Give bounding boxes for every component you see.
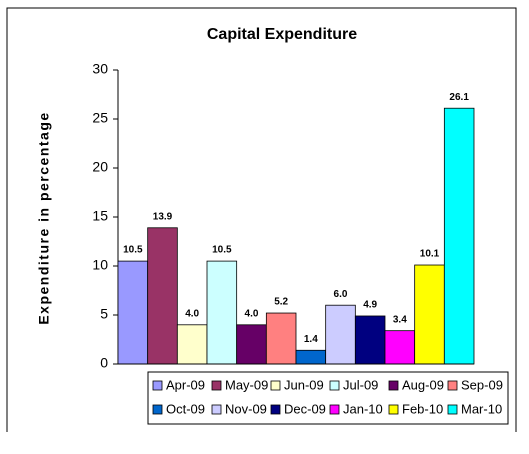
y-tick-label: 5 xyxy=(100,306,108,322)
legend-swatch xyxy=(329,380,340,391)
bar xyxy=(414,264,445,365)
legend-swatch xyxy=(270,404,281,415)
bar xyxy=(325,304,356,365)
bar xyxy=(443,107,475,365)
bar xyxy=(295,349,327,365)
y-tick-label: 0 xyxy=(100,355,108,371)
y-tick-label: 20 xyxy=(92,159,108,175)
bar xyxy=(236,324,267,365)
legend-swatch xyxy=(152,380,163,391)
legend-label: Apr-09 xyxy=(166,377,205,392)
chart-title: Capital Expenditure xyxy=(207,26,357,43)
legend-swatch xyxy=(447,380,458,391)
data-label: 5.2 xyxy=(274,297,288,308)
legend-label: Nov-09 xyxy=(225,401,267,416)
data-label: 13.9 xyxy=(153,211,173,222)
legend-swatch xyxy=(211,404,222,415)
bar xyxy=(206,260,238,365)
data-label: 4.9 xyxy=(363,300,377,311)
data-label: 4.0 xyxy=(245,308,259,319)
data-label: 26.1 xyxy=(449,92,469,103)
legend-swatch xyxy=(388,380,399,391)
legend-label: Oct-09 xyxy=(166,401,205,416)
data-label: 10.1 xyxy=(420,249,440,260)
legend-swatch xyxy=(329,404,340,415)
data-label: 3.4 xyxy=(393,314,407,325)
data-label: 10.5 xyxy=(212,245,232,256)
y-tick-label: 25 xyxy=(92,110,108,126)
legend-label: Jan-10 xyxy=(343,401,383,416)
y-axis-label: Expenditure in percentage xyxy=(36,111,52,324)
legend-swatch xyxy=(447,404,458,415)
legend-label: May-09 xyxy=(225,377,268,392)
data-label: 4.0 xyxy=(185,308,199,319)
bar xyxy=(176,324,208,365)
legend-label: Dec-09 xyxy=(284,401,326,416)
bar xyxy=(117,260,149,365)
legend-label: Sep-09 xyxy=(461,377,503,392)
legend-swatch xyxy=(152,404,163,415)
chart-frame xyxy=(6,7,517,432)
data-label: 1.4 xyxy=(304,334,318,345)
bar xyxy=(354,315,386,365)
legend-swatch xyxy=(388,404,399,415)
bar xyxy=(265,312,297,365)
legend-swatch xyxy=(270,380,281,391)
legend-label: Aug-09 xyxy=(402,377,444,392)
legend-label: Mar-10 xyxy=(461,401,502,416)
legend-label: Jul-09 xyxy=(343,377,378,392)
legend-label: Jun-09 xyxy=(284,377,324,392)
legend-swatch xyxy=(211,380,222,391)
bar xyxy=(147,227,178,365)
y-tick-label: 10 xyxy=(92,257,108,273)
y-tick-label: 15 xyxy=(92,208,108,224)
legend-label: Feb-10 xyxy=(402,401,443,416)
y-tick-label: 30 xyxy=(92,61,108,77)
data-label: 10.5 xyxy=(123,245,143,256)
data-label: 6.0 xyxy=(334,289,348,300)
bar xyxy=(384,330,416,365)
